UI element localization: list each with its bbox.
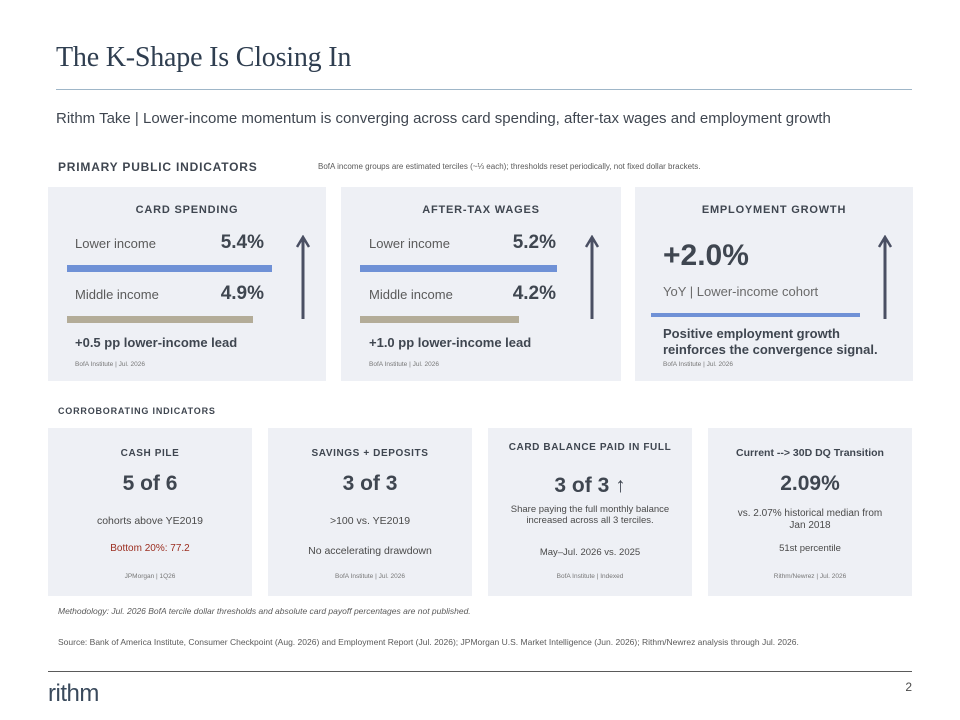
- up-arrow-icon: [878, 235, 892, 319]
- cash-pile-source: JPMorgan | 1Q26: [124, 573, 176, 580]
- middle-income-label: Middle income: [369, 287, 453, 302]
- card-balance-detail: May–Jul. 2026 vs. 2025: [539, 547, 641, 558]
- primary-indicators-note: BofA income groups are estimated tercile…: [318, 162, 701, 171]
- card-balance-panel: CARD BALANCE PAID IN FULL 3 of 3 ↑ Share…: [488, 428, 692, 596]
- card-spending-title: CARD SPENDING: [135, 204, 239, 216]
- rithm-logo: rithm: [48, 680, 99, 707]
- dq-transition-panel: Current --> 30D DQ Transition 2.09% vs. …: [708, 428, 912, 596]
- rithm-take: Rithm Take | Lower-income momentum is co…: [56, 110, 831, 127]
- employment-growth-value: +2.0%: [663, 239, 749, 272]
- corroborating-indicators-label: CORROBORATING INDICATORS: [58, 406, 216, 416]
- lower-income-label: Lower income: [75, 236, 156, 251]
- footer-divider: [48, 671, 912, 672]
- up-arrow-icon: [296, 235, 310, 319]
- income-lead: +0.5 pp lower-income lead: [75, 335, 238, 350]
- after-tax-wages-source: BofA Institute | Jul. 2026: [369, 361, 439, 368]
- savings-deposits-panel: SAVINGS + DEPOSITS 3 of 3 >100 vs. YE201…: [268, 428, 472, 596]
- card-balance-subtitle: Share paying the full monthly balance in…: [510, 504, 670, 526]
- savings-deposits-source: BofA Institute | Jul. 2026: [335, 573, 405, 580]
- lower-income-value: 5.4%: [220, 232, 264, 253]
- source-note: Source: Bank of America Institute, Consu…: [58, 637, 799, 647]
- dq-transition-title: Current --> 30D DQ Transition: [736, 447, 884, 459]
- savings-deposits-detail: No accelerating drawdown: [308, 545, 432, 557]
- card-balance-value: 3 of 3 ↑: [554, 474, 626, 497]
- card-spending-source: BofA Institute | Jul. 2026: [75, 361, 145, 368]
- employment-growth-source: BofA Institute | Jul. 2026: [663, 361, 733, 368]
- middle-income-bar: [67, 316, 253, 323]
- dq-transition-value: 2.09%: [780, 472, 840, 495]
- dq-transition-subtitle: vs. 2.07% historical median from Jan 201…: [737, 508, 883, 531]
- lower-income-value: 5.2%: [512, 232, 556, 253]
- up-arrow-icon: [585, 235, 599, 319]
- after-tax-wages-panel: AFTER-TAX WAGES Lower income 5.2% Middle…: [341, 187, 621, 381]
- page-number: 2: [905, 680, 912, 694]
- savings-deposits-subtitle: >100 vs. YE2019: [329, 515, 411, 527]
- dq-transition-source: Rithm/Newrez | Jul. 2026: [773, 573, 847, 580]
- income-lead: +1.0 pp lower-income lead: [369, 335, 532, 350]
- cash-pile-value: 5 of 6: [122, 472, 178, 495]
- title-divider: [56, 89, 912, 90]
- middle-income-value: 4.9%: [220, 283, 264, 304]
- employment-accent-bar: [651, 313, 860, 317]
- middle-income-value: 4.2%: [512, 283, 556, 304]
- page-title: The K-Shape Is Closing In: [56, 42, 352, 73]
- after-tax-wages-title: AFTER-TAX WAGES: [422, 204, 540, 216]
- dq-transition-percentile: 51st percentile: [779, 543, 841, 554]
- card-spending-panel: CARD SPENDING Lower income 5.4% Middle i…: [48, 187, 326, 381]
- methodology-note: Methodology: Jul. 2026 BofA tercile doll…: [58, 606, 471, 616]
- lower-income-label: Lower income: [369, 236, 450, 251]
- card-balance-title: CARD BALANCE PAID IN FULL: [508, 442, 672, 453]
- cash-pile-panel: CASH PILE 5 of 6 cohorts above YE2019 Bo…: [48, 428, 252, 596]
- cash-pile-highlight: Bottom 20%: 77.2: [110, 543, 190, 554]
- cash-pile-title: CASH PILE: [120, 448, 180, 459]
- lower-income-bar: [67, 265, 272, 272]
- employment-growth-subtitle: YoY | Lower-income cohort: [663, 284, 819, 299]
- middle-income-label: Middle income: [75, 287, 159, 302]
- employment-growth-title: EMPLOYMENT GROWTH: [701, 204, 847, 216]
- employment-growth-panel: EMPLOYMENT GROWTH +2.0% YoY | Lower-inco…: [635, 187, 913, 381]
- cash-pile-subtitle: cohorts above YE2019: [96, 515, 204, 527]
- employment-growth-note: Positive employment growth reinforces th…: [663, 326, 878, 357]
- primary-indicators-label: PRIMARY PUBLIC INDICATORS: [58, 160, 258, 174]
- card-balance-source: BofA Institute | Indexed: [556, 573, 624, 580]
- lower-income-bar: [360, 265, 557, 272]
- middle-income-bar: [360, 316, 519, 323]
- savings-deposits-value: 3 of 3: [342, 472, 398, 495]
- savings-deposits-title: SAVINGS + DEPOSITS: [311, 448, 429, 459]
